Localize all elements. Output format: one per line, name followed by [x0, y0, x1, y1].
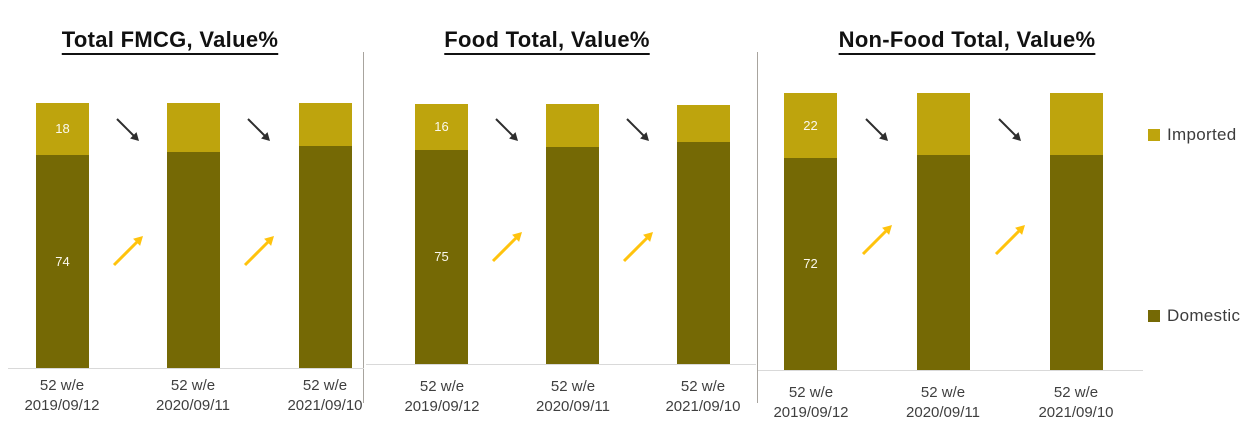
x-axis-label-line: 52 w/e	[788, 384, 834, 401]
legend-item-domestic: Domestic	[1148, 306, 1240, 326]
x-axis-label-line: 2020/09/11	[906, 404, 980, 421]
bar-segment-domestic	[677, 142, 730, 364]
x-axis-line	[8, 368, 364, 369]
x-axis-label-line: 52 w/e	[419, 378, 465, 395]
domestic-growth-arrow-icon	[110, 233, 146, 269]
domestic-growth-arrow-icon	[620, 229, 656, 265]
x-axis-label: 52 w/e 2021/09/10	[250, 376, 400, 416]
x-axis-label-line: 2020/09/11	[536, 398, 610, 415]
bar-segment-imported	[299, 103, 352, 146]
bar-segment-imported	[546, 104, 599, 147]
bar-segment-domestic	[1050, 155, 1103, 370]
domestic-growth-arrow-icon	[241, 233, 277, 269]
chart-divider-line	[757, 52, 758, 403]
bar-segment-domestic	[167, 152, 220, 368]
bar-segment-imported	[677, 105, 730, 142]
x-axis-label-line: 52 w/e	[680, 378, 726, 395]
domestic-growth-arrow-icon	[992, 222, 1028, 258]
legend-label: Domestic	[1167, 306, 1241, 325]
imported-decline-arrow-icon	[493, 116, 521, 144]
legend-swatch-domestic-icon	[1148, 310, 1160, 322]
imported-decline-arrow-icon	[245, 116, 273, 144]
domestic-growth-arrow-icon	[859, 222, 895, 258]
x-axis-label-line: 2021/09/10	[287, 397, 363, 414]
bar-value-label-imported: 18	[55, 121, 70, 136]
chart-title: Total FMCG, Value%	[61, 27, 279, 52]
legend-item-imported: Imported	[1148, 125, 1237, 145]
x-axis-label-line: 2020/09/11	[156, 397, 230, 414]
x-axis-label-line: 2019/09/12	[773, 404, 849, 421]
chart-divider-line	[363, 52, 364, 403]
x-axis-label-line: 2021/09/10	[665, 398, 741, 415]
bar-segment-imported	[917, 93, 970, 155]
domestic-growth-arrow-icon	[489, 229, 525, 265]
bar-segment-domestic	[546, 147, 599, 364]
bar-segment-domestic	[784, 158, 837, 370]
bar-value-label-imported: 16	[434, 119, 449, 134]
bar-value-label-domestic: 75	[434, 249, 449, 264]
imported-decline-arrow-icon	[624, 116, 652, 144]
bar-value-label-imported: 22	[803, 118, 818, 133]
bar-segment-domestic	[415, 150, 468, 364]
x-axis-label: 52 w/e 2021/09/10	[1001, 383, 1151, 423]
x-axis-label: 52 w/e 2020/09/11	[868, 383, 1018, 423]
x-axis-label: 52 w/e 2019/09/12	[0, 376, 137, 416]
x-axis-label-line: 52 w/e	[170, 377, 216, 394]
x-axis-label: 52 w/e 2020/09/11	[118, 376, 268, 416]
bar-value-label-domestic: 74	[55, 254, 70, 269]
bar-segment-domestic	[917, 155, 970, 370]
imported-decline-arrow-icon	[863, 116, 891, 144]
chart-title: Food Total, Value%	[444, 27, 650, 52]
x-axis-label-line: 52 w/e	[1053, 384, 1099, 401]
bar-segment-imported	[784, 93, 837, 158]
x-axis-label-line: 2019/09/12	[24, 397, 100, 414]
bar-segment-domestic	[299, 146, 352, 368]
bar-segment-imported	[1050, 93, 1103, 155]
bar-segment-imported	[36, 103, 89, 155]
imported-decline-arrow-icon	[114, 116, 142, 144]
x-axis-label-line: 52 w/e	[550, 378, 596, 395]
legend-label: Imported	[1167, 125, 1237, 144]
x-axis-label-line: 52 w/e	[39, 377, 85, 394]
chart-title: Non-Food Total, Value%	[838, 27, 1096, 52]
x-axis-label-line: 2019/09/12	[404, 398, 480, 415]
bar-segment-imported	[415, 104, 468, 150]
x-axis-line	[758, 370, 1143, 371]
legend-swatch-imported-icon	[1148, 129, 1160, 141]
x-axis-label-line: 52 w/e	[920, 384, 966, 401]
imported-decline-arrow-icon	[996, 116, 1024, 144]
bar-segment-domestic	[36, 155, 89, 368]
bar-value-label-domestic: 72	[803, 256, 818, 271]
x-axis-label: 52 w/e 2019/09/12	[367, 377, 517, 417]
bar-segment-imported	[167, 103, 220, 152]
x-axis-label: 52 w/e 2019/09/12	[736, 383, 886, 423]
x-axis-label-line: 52 w/e	[302, 377, 348, 394]
x-axis-label: 52 w/e 2020/09/11	[498, 377, 648, 417]
x-axis-label-line: 2021/09/10	[1038, 404, 1114, 421]
x-axis-line	[366, 364, 756, 365]
x-axis-label: 52 w/e 2021/09/10	[628, 377, 778, 417]
